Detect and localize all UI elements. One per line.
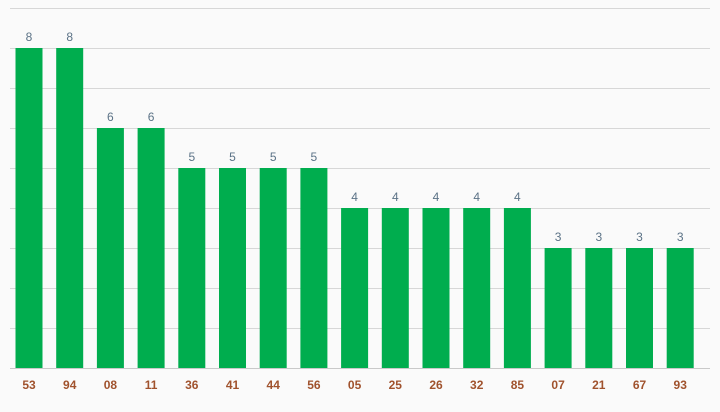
x-tick-label-53: 53 — [22, 378, 36, 392]
x-tick-label-21: 21 — [592, 378, 606, 392]
x-tick-label-44: 44 — [267, 378, 281, 392]
value-label-07: 3 — [555, 230, 562, 244]
bar-85 — [503, 208, 531, 368]
value-label-67: 3 — [636, 230, 643, 244]
value-label-56: 5 — [311, 150, 318, 164]
value-label-85: 4 — [514, 190, 521, 204]
bar-94 — [56, 48, 84, 368]
bar-21 — [585, 248, 613, 368]
value-label-41: 5 — [229, 150, 236, 164]
bar-05 — [341, 208, 369, 368]
bars — [15, 48, 694, 368]
x-tick-label-32: 32 — [470, 378, 484, 392]
value-label-25: 4 — [392, 190, 399, 204]
value-label-11: 6 — [148, 110, 155, 124]
bar-07 — [544, 248, 572, 368]
bar-32 — [463, 208, 491, 368]
x-tick-label-26: 26 — [429, 378, 443, 392]
bar-11 — [137, 128, 165, 368]
x-tick-label-67: 67 — [633, 378, 647, 392]
value-label-21: 3 — [595, 230, 602, 244]
bar-56 — [300, 168, 328, 368]
bar-08 — [96, 128, 124, 368]
value-label-53: 8 — [26, 30, 33, 44]
bar-93 — [666, 248, 694, 368]
value-label-36: 5 — [188, 150, 195, 164]
x-tick-label-85: 85 — [511, 378, 525, 392]
x-tick-label-07: 07 — [551, 378, 565, 392]
x-tick-label-25: 25 — [389, 378, 403, 392]
value-label-32: 4 — [473, 190, 480, 204]
value-label-94: 8 — [66, 30, 73, 44]
x-tick-label-94: 94 — [63, 378, 77, 392]
bar-53 — [15, 48, 43, 368]
bar-41 — [219, 168, 246, 368]
x-axis-tick-labels: 53 94 08 11 36 41 44 56 05 25 26 32 85 07 21 67 93 — [22, 378, 687, 392]
value-labels: 8 8 6 6 5 5 5 5 4 4 4 4 4 3 3 3 3 — [26, 30, 684, 244]
value-label-44: 5 — [270, 150, 277, 164]
bar-67 — [626, 248, 653, 368]
x-tick-label-41: 41 — [226, 378, 240, 392]
x-tick-label-56: 56 — [307, 378, 321, 392]
value-label-08: 6 — [107, 110, 114, 124]
x-tick-label-36: 36 — [185, 378, 199, 392]
value-label-93: 3 — [677, 230, 684, 244]
value-label-26: 4 — [433, 190, 440, 204]
x-tick-label-08: 08 — [104, 378, 118, 392]
value-label-05: 4 — [351, 190, 358, 204]
x-tick-label-93: 93 — [674, 378, 688, 392]
bar-36 — [178, 168, 206, 368]
x-tick-label-11: 11 — [145, 378, 158, 392]
bar-26 — [422, 208, 450, 368]
bar-44 — [259, 168, 287, 368]
bar-25 — [381, 208, 409, 368]
x-tick-label-05: 05 — [348, 378, 362, 392]
